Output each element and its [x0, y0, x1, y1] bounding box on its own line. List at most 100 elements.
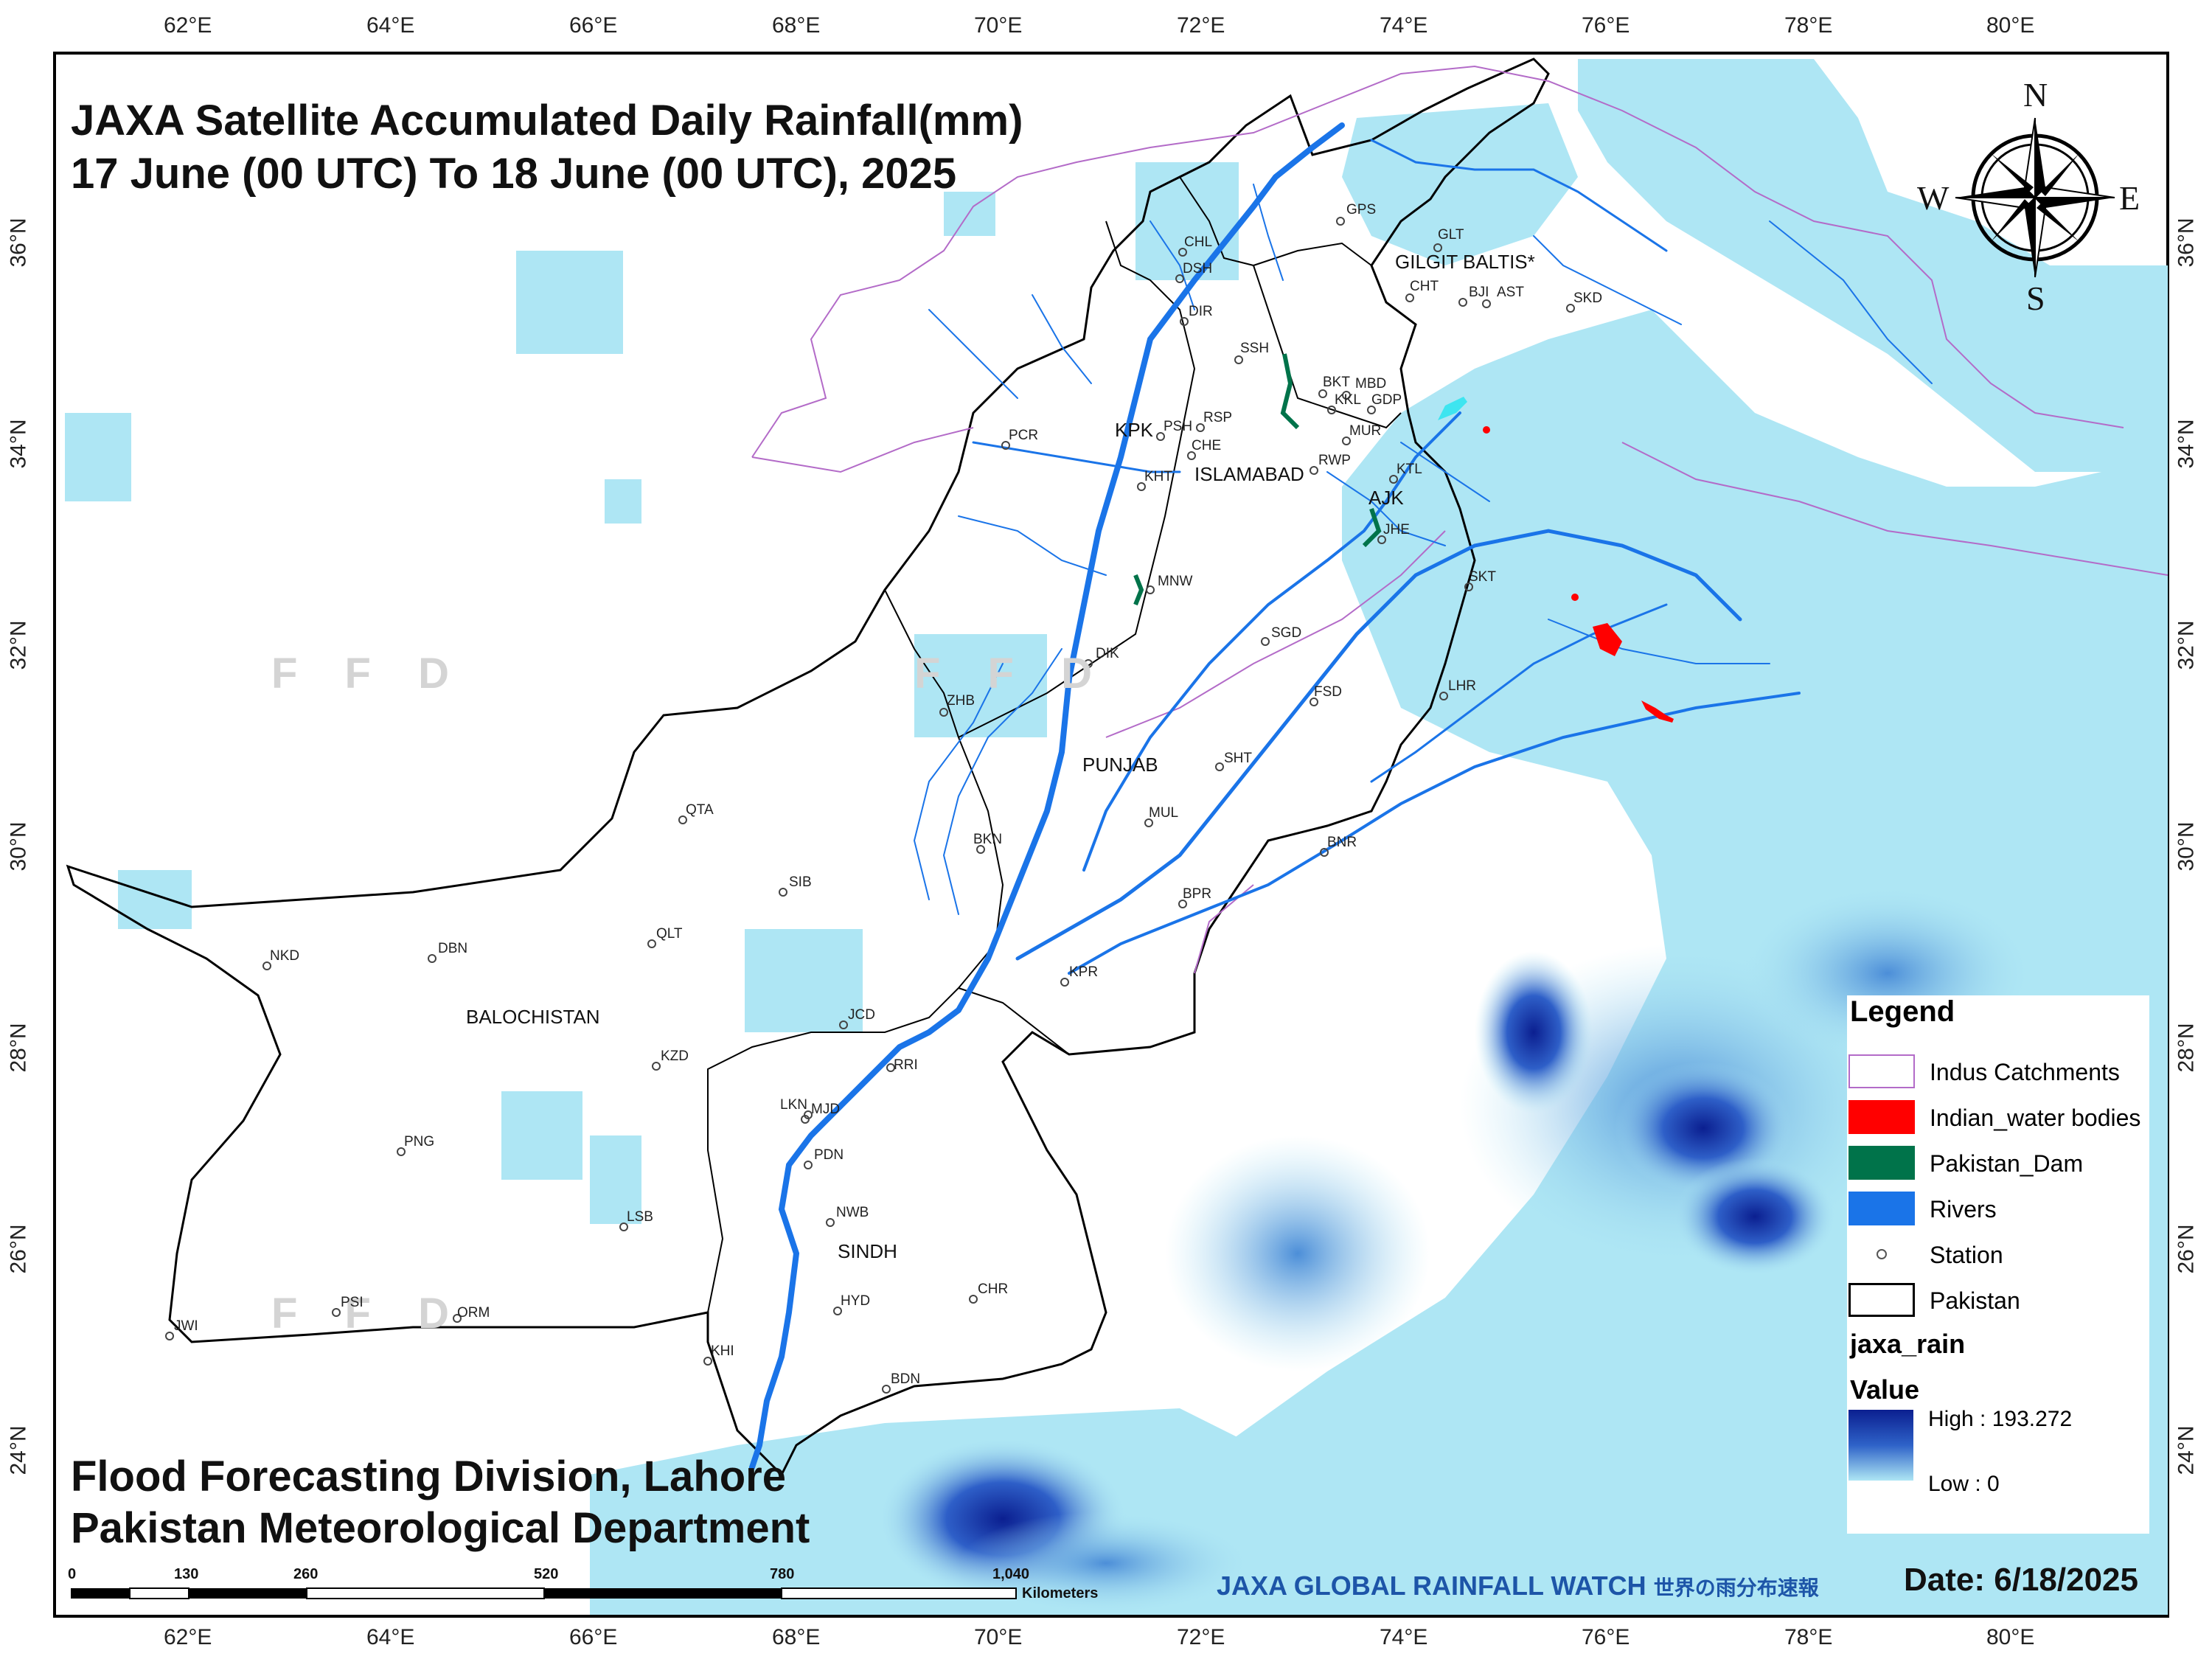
station-label-bji: BJI [1469, 285, 1489, 300]
latitude-label: 36°N [2174, 218, 2199, 268]
rain-cell [590, 1135, 641, 1224]
station-marker-orm [453, 1314, 462, 1323]
station-marker-kzd [652, 1062, 661, 1071]
station-marker-skd [1566, 304, 1575, 313]
longitude-label: 72°E [1177, 1625, 1225, 1649]
indian-water-bodies [1483, 426, 1674, 723]
station-marker-jhe [1377, 535, 1386, 544]
station-marker-dik [1084, 659, 1093, 668]
station-icon [1848, 1237, 1915, 1271]
station-marker-pdn [804, 1161, 813, 1169]
station-marker-fsd [1310, 698, 1318, 706]
rain-cell [605, 479, 641, 524]
tributary [913, 184, 1933, 915]
station-label-pdn: PDN [814, 1147, 844, 1163]
station-marker-ast [1482, 299, 1491, 308]
river-network [749, 122, 1933, 1470]
longitude-label: 68°E [772, 13, 821, 38]
legend-swatch [1848, 1100, 1915, 1134]
station-marker-png [397, 1147, 406, 1156]
scale-tick-label: 1,040 [992, 1566, 1030, 1582]
rain-field-north [1578, 59, 2168, 472]
station-marker-sgd [1261, 637, 1270, 646]
date-label: Date: 6/18/2025 [1904, 1562, 2138, 1598]
station-label-mbd: MBD [1355, 376, 1387, 392]
station-label-skt: SKT [1469, 569, 1496, 585]
station-marker-nwb [826, 1218, 835, 1227]
scale-tick-label: 780 [770, 1566, 795, 1582]
station-marker-psi [332, 1308, 341, 1317]
station-marker-dir [1180, 317, 1189, 326]
scale-bar [71, 1587, 1017, 1599]
station-label-qta: QTA [686, 802, 714, 818]
legend-title: Legend [1850, 995, 1955, 1028]
legend-label: Rivers [1930, 1196, 1997, 1222]
station-label-skd: SKD [1573, 291, 1603, 306]
shyok-river [1370, 139, 1668, 252]
rain-cell [1135, 162, 1239, 280]
station-label-dik: DIK [1096, 646, 1119, 661]
org-line-1: Flood Forecasting Division, Lahore [71, 1453, 786, 1500]
rain-cell [516, 251, 623, 354]
latitude-label: 32°N [2174, 620, 2199, 670]
station-label-kzd: KZD [661, 1048, 689, 1064]
station-marker-pcr [1001, 441, 1010, 450]
scale-tick-label: 260 [293, 1566, 319, 1582]
sutlej-river [1068, 692, 1801, 975]
province-borders [707, 176, 1402, 1313]
station-label-jwi: JWI [174, 1318, 198, 1334]
station-marker-rri [886, 1063, 895, 1072]
station-label-glt: GLT [1438, 227, 1464, 243]
compass-e: E [2119, 179, 2140, 217]
longitude-label: 68°E [772, 1625, 821, 1649]
station-label-dir: DIR [1189, 304, 1213, 319]
scale-tick-label: 520 [534, 1566, 559, 1582]
longitude-label: 62°E [164, 13, 212, 38]
legend-value-label: Value [1850, 1374, 1920, 1405]
station-label-sht: SHT [1224, 751, 1252, 766]
station-label-zhb: ZHB [947, 693, 975, 709]
station-label-ast: AST [1497, 285, 1524, 300]
station-label-dsh: DSH [1183, 261, 1213, 276]
station-label-che: CHE [1192, 438, 1222, 453]
pakistan-dams [1133, 353, 1382, 606]
station-marker-zhb [939, 708, 948, 717]
station-marker-sht [1215, 762, 1224, 771]
rain-cell [65, 413, 131, 501]
station-label-rri: RRI [894, 1057, 918, 1073]
latitude-label: 26°N [6, 1224, 31, 1274]
longitude-label: 66°E [569, 1625, 618, 1649]
title-line-1: JAXA Satellite Accumulated Daily Rainfal… [71, 97, 1023, 145]
legend-item-station: Station [1847, 1237, 2149, 1273]
legend-swatch [1848, 1146, 1915, 1180]
latitude-label: 34°N [2174, 419, 2199, 469]
station-marker-rsp [1196, 423, 1205, 432]
legend-label: Pakistan [1930, 1287, 2020, 1314]
longitude-label: 72°E [1177, 13, 1225, 38]
rainfall-color-ramp [1848, 1410, 1913, 1481]
legend: Legend Indus Catchments Indian_water bod… [1847, 995, 2149, 1534]
station-marker-chl [1178, 248, 1187, 257]
station-label-cht: CHT [1410, 279, 1439, 294]
station-marker-kht [1137, 482, 1146, 491]
station-marker-dsh [1175, 274, 1184, 283]
station-label-bpr: BPR [1183, 886, 1212, 902]
watermark: F F D [914, 650, 1110, 698]
station-label-rwp: RWP [1318, 453, 1351, 468]
legend-item-rivers: Rivers [1847, 1192, 2149, 1227]
station-marker-hyd [833, 1307, 842, 1315]
station-marker-kpr [1060, 978, 1069, 987]
station-marker-jwi [165, 1332, 174, 1340]
station-marker-gps [1336, 217, 1345, 226]
legend-item-indus-catchments: Indus Catchments [1847, 1054, 2149, 1090]
station-marker-lhr [1439, 692, 1448, 700]
longitude-label: 76°E [1582, 1625, 1630, 1649]
legend-item-pakistan-dam: Pakistan_Dam [1847, 1146, 2149, 1181]
station-marker-bnr [1320, 848, 1329, 857]
pakistan-boundary [66, 58, 1550, 1477]
station-marker-sib [779, 888, 787, 897]
title-line-2: 17 June (00 UTC) To 18 June (00 UTC), 20… [71, 150, 957, 198]
legend-label: Indian_water bodies [1930, 1105, 2141, 1131]
station-marker-psh [1156, 432, 1165, 441]
latitude-label: 34°N [6, 419, 31, 469]
